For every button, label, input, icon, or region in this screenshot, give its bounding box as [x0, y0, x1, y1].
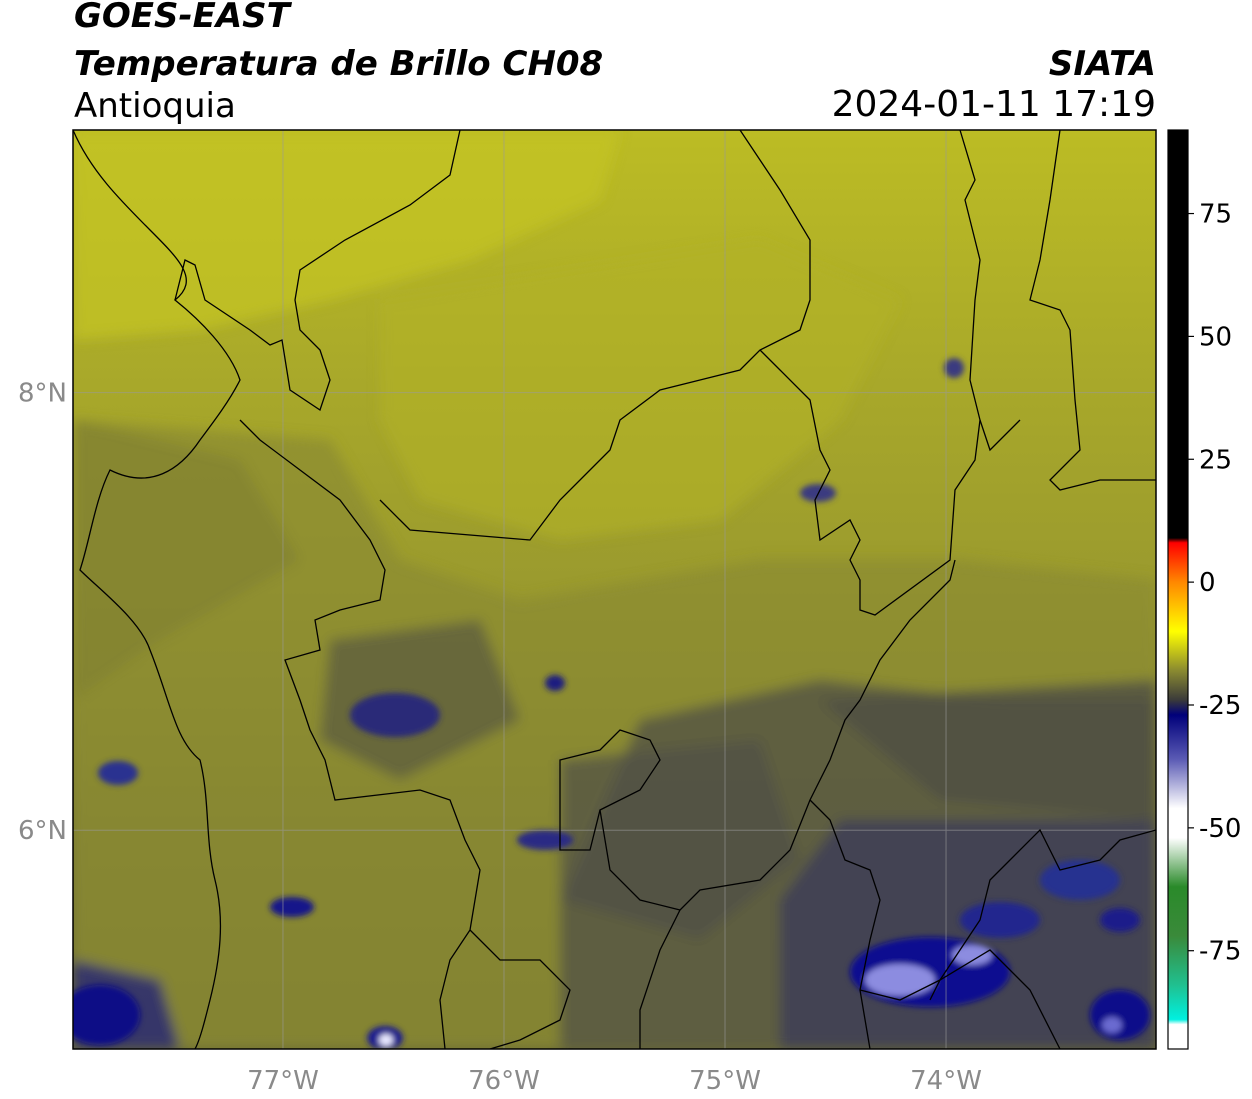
colorbar-ticks: 75 50 25 0 -25 -50 -75 — [1188, 200, 1241, 967]
region-subtitle: Antioquia — [74, 86, 236, 126]
colorbar-tick-label: 0 — [1199, 568, 1216, 598]
longitude-label: 77°W — [247, 1066, 319, 1096]
agency-label: SIATA — [1048, 44, 1156, 84]
longitude-label: 76°W — [468, 1066, 540, 1096]
map-gridlines — [73, 130, 1156, 1049]
latitude-label: 8°N — [18, 379, 67, 409]
longitude-label: 75°W — [689, 1066, 761, 1096]
latitude-label: 6°N — [18, 816, 67, 846]
product-title: Temperatura de Brillo CH08 — [74, 44, 604, 84]
colorbar-tick-label: -25 — [1199, 691, 1241, 721]
colorbar-tick-label: 25 — [1199, 445, 1232, 475]
colorbar-tick-label: -75 — [1199, 937, 1241, 967]
map-frame — [72, 129, 1157, 1050]
political-boundaries — [73, 130, 1156, 1049]
colorbar-frame — [1167, 129, 1189, 1050]
brightness-temperature-field — [73, 130, 1156, 1049]
colorbar-tick-label: 50 — [1199, 322, 1232, 352]
latitude-tick-labels: 8°N 6°N — [18, 379, 67, 847]
satellite-title: GOES-EAST — [74, 0, 290, 36]
colorbar-tick-label: -50 — [1199, 814, 1241, 844]
colorbar — [1168, 130, 1188, 1049]
datetime-label: 2024-01-11 17:19 — [831, 84, 1156, 125]
colorbar-tick-label: 75 — [1199, 200, 1232, 230]
longitude-tick-labels: 77°W 76°W 75°W 74°W — [247, 1066, 982, 1096]
longitude-label: 74°W — [910, 1066, 982, 1096]
